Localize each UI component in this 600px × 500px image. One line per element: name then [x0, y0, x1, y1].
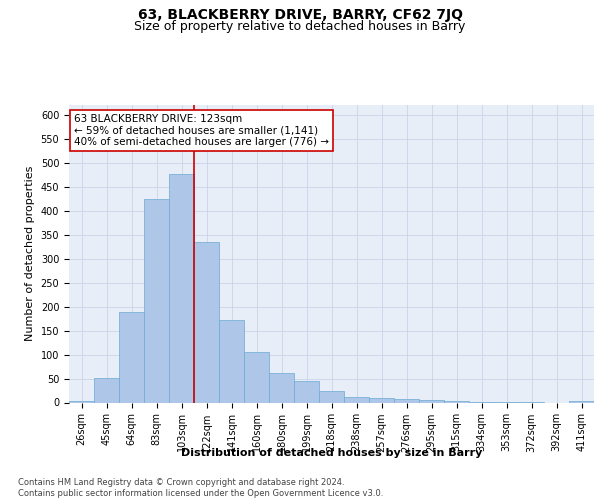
Text: Contains HM Land Registry data © Crown copyright and database right 2024.
Contai: Contains HM Land Registry data © Crown c… — [18, 478, 383, 498]
Bar — [444, 400, 469, 402]
Bar — [394, 399, 419, 402]
Bar — [344, 397, 369, 402]
Bar — [319, 391, 344, 402]
Bar — [419, 400, 444, 402]
Bar — [94, 378, 119, 402]
Bar — [69, 400, 94, 402]
Bar — [294, 381, 319, 402]
Bar — [119, 312, 144, 402]
Bar — [369, 398, 394, 402]
Bar — [244, 352, 269, 403]
Bar — [144, 198, 169, 402]
Bar — [569, 400, 594, 402]
Text: 63, BLACKBERRY DRIVE, BARRY, CF62 7JQ: 63, BLACKBERRY DRIVE, BARRY, CF62 7JQ — [137, 8, 463, 22]
Text: Distribution of detached houses by size in Barry: Distribution of detached houses by size … — [181, 448, 482, 458]
Bar — [169, 174, 194, 402]
Text: 63 BLACKBERRY DRIVE: 123sqm
← 59% of detached houses are smaller (1,141)
40% of : 63 BLACKBERRY DRIVE: 123sqm ← 59% of det… — [74, 114, 329, 147]
Bar — [219, 320, 244, 402]
Text: Size of property relative to detached houses in Barry: Size of property relative to detached ho… — [134, 20, 466, 33]
Bar — [269, 373, 294, 402]
Bar — [194, 242, 219, 402]
Y-axis label: Number of detached properties: Number of detached properties — [25, 166, 35, 342]
